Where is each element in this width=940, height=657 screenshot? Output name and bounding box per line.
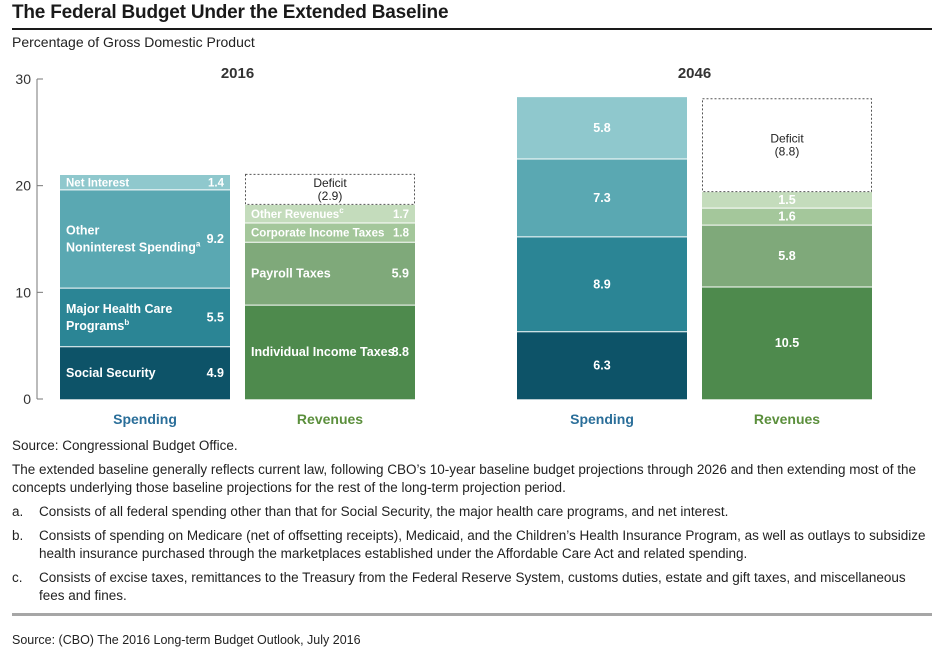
segment-value: 1.7 [393, 209, 409, 221]
source-line: Source: (CBO) The 2016 Long-term Budget … [12, 633, 361, 647]
footnote-b: b. Consists of spending on Medicare (net… [12, 527, 932, 563]
group-year-label: 2046 [678, 65, 711, 82]
deficit-value: (2.9) [318, 189, 343, 203]
segment-label: Individual Income Taxes [251, 345, 395, 359]
bar-segment [60, 288, 230, 348]
bar-segment [245, 204, 415, 224]
footnote-text: Consists of spending on Medicare (net of… [39, 528, 926, 561]
segment-label: Programsb [66, 318, 129, 333]
bar-segment [60, 175, 230, 191]
segment-label: Other [66, 224, 99, 238]
segment-label: Other Revenuesc [251, 206, 344, 221]
chart-title: The Federal Budget Under the Extended Ba… [12, 2, 449, 23]
footnote-label: c. [12, 570, 23, 585]
y-tick-label: 20 [15, 178, 31, 194]
title-rule [12, 28, 932, 30]
deficit-label: Deficit [313, 176, 347, 190]
bar-segment [702, 192, 872, 209]
bar-segment [702, 225, 872, 288]
segment-value: 4.9 [207, 366, 224, 380]
bar-segment [60, 189, 230, 289]
description-note: The extended baseline generally reflects… [12, 462, 917, 495]
footnote-text: Consists of excise taxes, remittances to… [39, 570, 906, 603]
segment-label: Social Security [66, 366, 156, 380]
segment-label: Corporate Income Taxes [251, 228, 384, 240]
segment-label: Noninterest Spendinga [66, 240, 201, 255]
segment-value: 1.5 [778, 193, 795, 207]
bar-segment [702, 208, 872, 226]
segment-value: 6.3 [593, 358, 610, 372]
bar-segment [245, 223, 415, 243]
bottom-rule [12, 613, 932, 616]
bar-category-label: Revenues [754, 411, 820, 427]
segment-value: 1.8 [393, 228, 410, 240]
segment-value: 5.8 [778, 249, 795, 263]
bar-category-label: Revenues [297, 411, 363, 427]
segment-value: 8.8 [392, 345, 409, 359]
footnote-label: a. [12, 504, 24, 519]
footnote-marker: b [124, 318, 129, 327]
segment-label: Major Health Care [66, 302, 172, 316]
segment-value: 8.9 [593, 277, 610, 291]
deficit-box [245, 173, 415, 205]
stacked-bar-chart: 0 10 20 30 2016 Social Security 4.9 Major Healt… [15, 65, 872, 427]
chart-subtitle: Percentage of Gross Domestic Product [12, 34, 255, 50]
source-note: Source: Congressional Budget Office. [12, 438, 238, 453]
segment-value: 7.3 [593, 191, 610, 205]
deficit-box [702, 98, 872, 193]
bar-segment [60, 346, 230, 400]
segment-label: Payroll Taxes [251, 267, 331, 281]
footnote-label: b. [12, 528, 24, 543]
bar-segment [517, 331, 687, 400]
segment-value: 10.5 [775, 336, 799, 350]
segment-value: 5.8 [593, 121, 610, 135]
footnote-text: Consists of all federal spending other t… [39, 504, 729, 519]
segment-label: Net Interest [66, 177, 129, 189]
chart-notes: Source: Congressional Budget Office. The… [12, 437, 932, 611]
y-tick-label: 30 [15, 71, 31, 87]
segment-value: 9.2 [207, 232, 224, 246]
footnote-marker: a [196, 240, 201, 249]
bar-segment [702, 287, 872, 400]
footnote-c: c. Consists of excise taxes, remittances… [12, 569, 932, 605]
footnote-a: a. Consists of all federal spending othe… [12, 503, 932, 521]
deficit-value: (8.8) [775, 145, 800, 159]
bar-segment [517, 97, 687, 160]
bar-segment [517, 236, 687, 333]
segment-value: 5.5 [207, 310, 224, 324]
segment-value: 1.4 [208, 177, 225, 189]
deficit-label: Deficit [770, 132, 804, 146]
y-tick-label: 10 [15, 284, 31, 300]
bar-segment [245, 242, 415, 306]
bar-segment [517, 159, 687, 238]
footnote-marker: c [339, 206, 344, 215]
segment-value: 5.9 [392, 267, 409, 281]
bar-category-label: Spending [113, 411, 177, 427]
bar-category-label: Spending [570, 411, 634, 427]
group-year-label: 2016 [221, 65, 254, 82]
y-tick-label: 0 [23, 391, 31, 407]
bar-segment [245, 305, 415, 400]
segment-value: 1.6 [778, 210, 795, 224]
